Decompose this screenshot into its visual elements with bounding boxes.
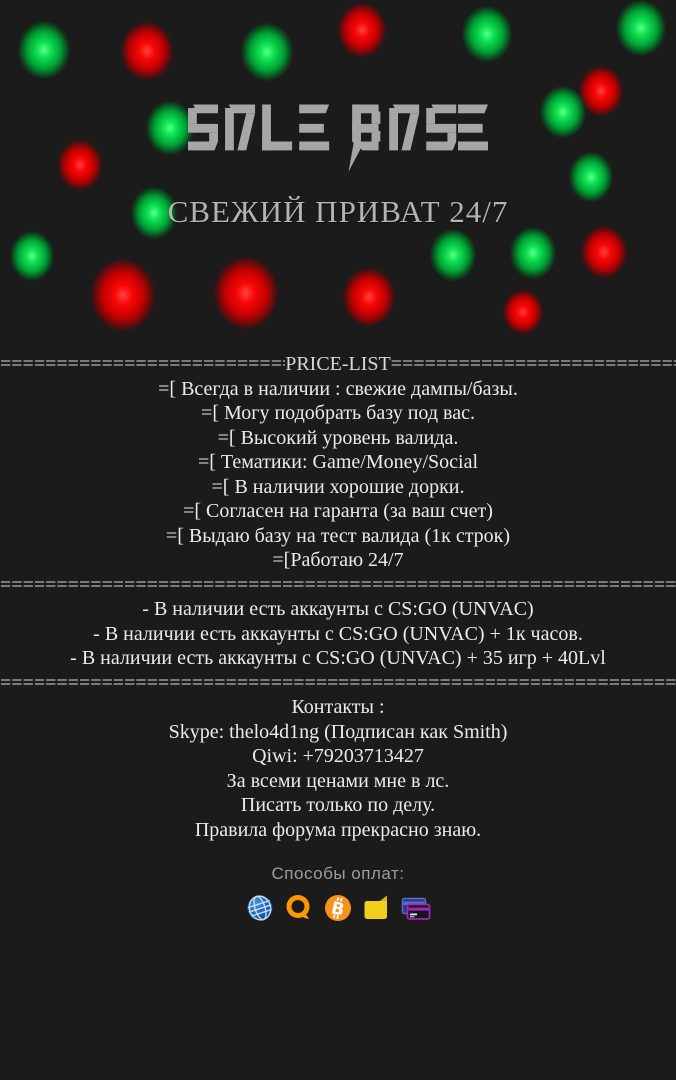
account-offer: - В наличии есть аккаунты с CS:GO (UNVAC… [93, 622, 583, 645]
price-list-item: =[Работаю 24/7 [272, 549, 404, 571]
separator: ============================== ==========… [0, 573, 676, 598]
glow-dot-red [91, 259, 155, 331]
account-offer: - В наличии есть аккаунты с CS:GO (UNVAC… [142, 598, 534, 620]
separator-fill: ========================================… [0, 353, 285, 375]
price-list-item: =[ Выдаю базу на тест валида (1к строк) [165, 524, 511, 547]
contacts-title: Контакты : [291, 696, 385, 718]
glow-dot-green [462, 6, 512, 62]
svg-text:B: B [329, 898, 346, 920]
payments-section: Способы оплат: [0, 864, 676, 923]
price-list-title: PRICE-LIST [285, 353, 391, 375]
glow-dot-green [241, 22, 293, 82]
logo-sale-base [0, 99, 676, 177]
glow-dot-green [131, 187, 177, 239]
contact-qiwi: Qiwi: +79203713427 [252, 745, 424, 767]
contact-note: За всеми ценами мне в лс. [226, 769, 450, 792]
main-text-column: ========================================… [0, 352, 676, 842]
separator-fill: ========================================… [0, 671, 338, 694]
glow-dot-green [540, 86, 586, 138]
price-list-item: =[ Тематики: Game/Money/Social [197, 451, 479, 473]
account-offer: - В наличии есть аккаунты с CS:GO (UNVAC… [70, 647, 606, 669]
tagline: СВЕЖИЙ ПРИВАТ 24/7 [167, 194, 509, 229]
contact-skype: Skype: thelo4d1ng (Подписан как Smith) [168, 720, 508, 743]
price-list-item: =[ Всегда в наличии : свежие дампы/базы. [158, 377, 518, 400]
glow-dot-green [569, 152, 613, 202]
bitcoin-icon: B [323, 893, 353, 923]
glow-dot-red [214, 257, 278, 329]
logo-graphic [188, 104, 488, 172]
price-list-item: =[ Могу подобрать базу под вас. [201, 402, 475, 424]
bank-cards-icon [401, 893, 431, 923]
payment-icons-row: B [0, 893, 676, 923]
payments-title: Способы оплат: [271, 864, 405, 883]
glow-dot-green [146, 101, 194, 155]
qiwi-icon [284, 893, 314, 923]
price-list-item: =[ Согласен на гаранта (за ваш счет) [183, 500, 493, 522]
price-list-item: =[ В наличии хорошие дорки. [211, 475, 465, 498]
separator-fill: ========================================… [0, 573, 338, 596]
glow-dot-red [338, 3, 386, 57]
webmoney-icon [245, 893, 275, 923]
glow-dot-green [616, 0, 666, 56]
glow-dot-red [581, 226, 627, 278]
glow-dot-red [58, 140, 102, 190]
glow-dot-green [510, 227, 556, 279]
price-list-item: =[ Высокий уровень валида. [217, 426, 459, 449]
glow-dot-green [430, 229, 476, 281]
glow-dot-green [18, 20, 70, 80]
separator-fill: ========================================… [390, 353, 676, 375]
glow-dot-green [10, 231, 54, 281]
contact-note: Правила форума прекрасно знаю. [194, 818, 482, 841]
yandex-money-icon [362, 893, 392, 923]
glow-dot-red [121, 21, 173, 81]
glow-dot-red [343, 267, 395, 327]
glow-dot-red [579, 66, 623, 116]
price-list-header-separator: ========================================… [0, 352, 676, 377]
separator-fill: ========================================… [338, 671, 676, 694]
separator: ============================== ==========… [0, 671, 676, 696]
separator-fill: ========================================… [338, 573, 676, 596]
contact-note: Писать только по делу. [240, 794, 436, 816]
glow-dot-red [503, 289, 543, 335]
